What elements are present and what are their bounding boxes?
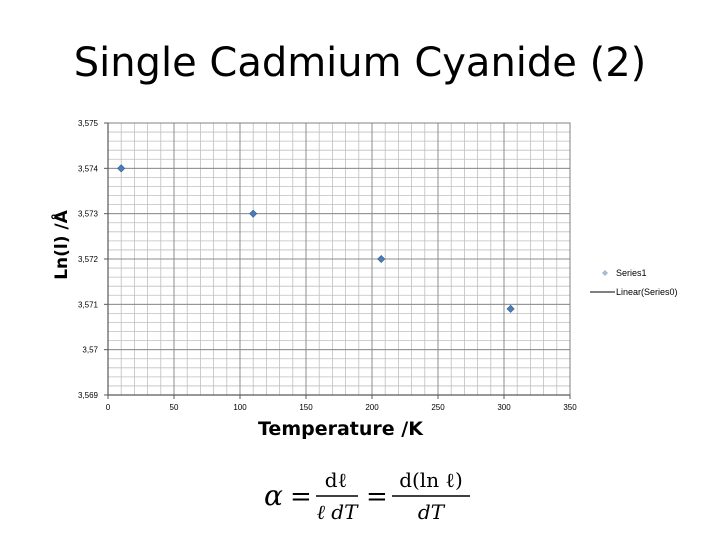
formula-equals-2: = [366,482,388,512]
formula-frac1-numerator: dℓ [325,468,347,492]
formula-frac1-denominator: ℓ dT [317,500,359,524]
thermal-expansion-formula: α = dℓ ℓ dT = d(ln ℓ) dT [264,468,470,524]
formula-frac2-numerator: d(ln ℓ) [399,468,463,492]
y-tick-label: 3,572 [78,255,99,264]
formula-equals-1: = [290,482,312,512]
legend-label-series1: Series1 [616,268,647,278]
formula-alpha: α [264,479,283,512]
legend-marker-series1 [602,270,608,276]
x-tick-label: 0 [106,403,111,412]
x-tick-label: 350 [563,403,577,412]
x-tick-label: 100 [233,403,247,412]
data-point [377,254,386,264]
x-tick-label: 250 [431,403,445,412]
y-tick-label: 3,569 [78,391,99,400]
x-tick-label: 200 [365,403,379,412]
chart-grid [107,122,571,396]
y-tick-label: 3,57 [82,346,98,355]
data-point [249,209,258,218]
x-tick-label: 300 [497,403,511,412]
slide-title: Single Cadmium Cyanide (2) [73,40,647,86]
data-point [117,164,126,173]
data-point [506,304,515,313]
chart-ticks: 3,569 3,57 3,571 3,572 3,573 3,574 3,575 0 50 100… [78,119,577,412]
chart-points [117,164,515,313]
formula-frac2-denominator: dT [418,500,446,524]
legend-label-linear: Linear(Series0) [616,287,678,297]
y-tick-label: 3,573 [78,210,99,219]
y-tick-label: 3,575 [78,119,99,128]
x-tick-label: 150 [299,403,313,412]
x-tick-label: 50 [170,403,179,412]
y-tick-label: 3,571 [78,300,99,309]
y-tick-label: 3,574 [78,164,99,173]
y-axis-label: Ln(l) /Å [52,210,72,280]
chart-legend: Series1 Linear(Series0) [590,268,678,297]
x-axis-label: Temperature /K [258,418,423,440]
